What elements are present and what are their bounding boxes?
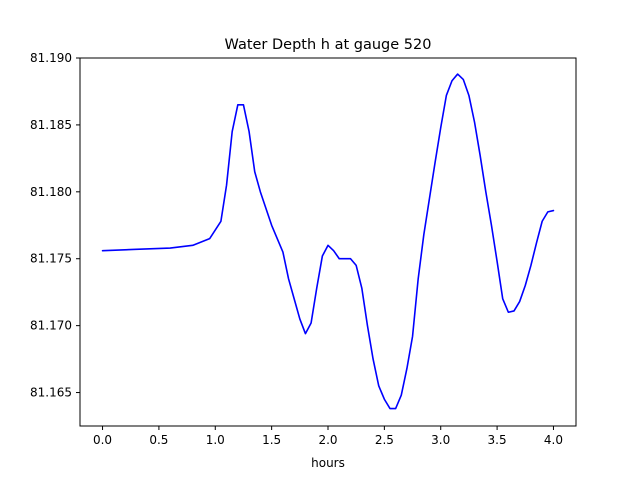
x-tick-label: 0.5 xyxy=(149,433,168,447)
series-line-0 xyxy=(101,73,555,410)
plot-frame xyxy=(79,57,577,427)
x-tick-label: 3.0 xyxy=(431,433,450,447)
x-tick-label: 2.5 xyxy=(375,433,394,447)
chart-title: Water Depth h at gauge 520 xyxy=(225,37,432,53)
x-axis-label: hours xyxy=(311,456,345,470)
y-tick-label: 81.170 xyxy=(30,319,72,333)
y-tick-label: 81.165 xyxy=(30,386,72,400)
x-tick-label: 1.0 xyxy=(206,433,225,447)
plot-area: 0.0 0.5 1.0 1.5 2.0 2.5 3.0 3.5 4.0 81.165 81.170 8… xyxy=(30,51,577,447)
x-tick-label: 2.0 xyxy=(318,433,337,447)
y-tick-label: 81.175 xyxy=(30,252,72,266)
x-tick-label: 3.5 xyxy=(488,433,507,447)
y-tick-label: 81.190 xyxy=(30,51,72,65)
y-tick-label: 81.185 xyxy=(30,118,72,132)
y-tick-label: 81.180 xyxy=(30,185,72,199)
x-tick-label: 0.0 xyxy=(93,433,112,447)
x-tick-label: 4.0 xyxy=(544,433,563,447)
x-tick-label: 1.5 xyxy=(262,433,281,447)
